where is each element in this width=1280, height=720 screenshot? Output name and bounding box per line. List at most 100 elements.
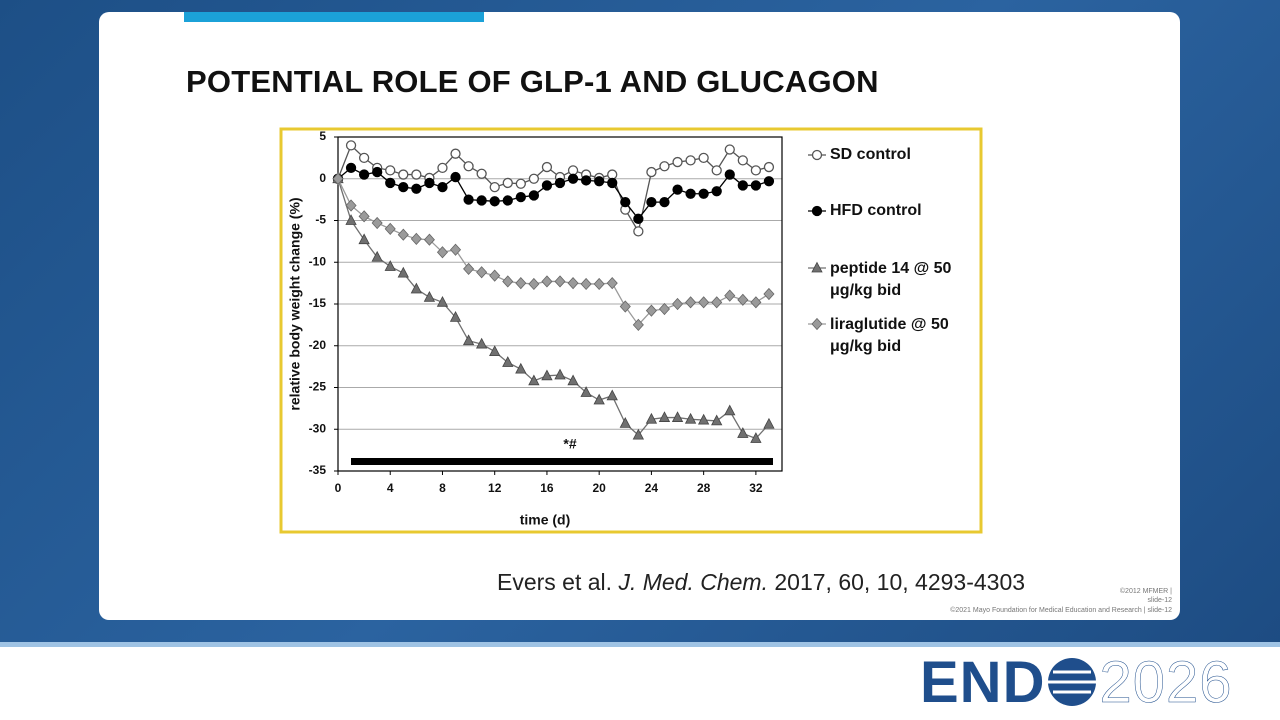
marker: [750, 432, 762, 443]
citation: Evers et al. J. Med. Chem. 2017, 60, 10,…: [497, 569, 1025, 596]
marker: [658, 302, 671, 316]
marker: [685, 188, 696, 199]
marker: [724, 169, 735, 180]
logo-globe: [1048, 658, 1097, 706]
marker: [619, 417, 631, 428]
marker: [567, 277, 579, 290]
marker: [671, 411, 684, 422]
x-tick-label: 32: [749, 481, 763, 495]
marker: [476, 168, 487, 179]
footer-copyright: ©2021 Mayo Foundation for Medical Educat…: [950, 607, 1172, 614]
series-line: [337, 144, 770, 234]
series-line: [337, 167, 770, 220]
legend-entry: SD control: [830, 146, 911, 163]
marker: [632, 428, 645, 440]
citation-journal: J. Med. Chem.: [618, 569, 768, 595]
y-tick-label: -15: [309, 296, 327, 310]
marker: [593, 277, 605, 291]
marker: [711, 186, 722, 197]
marker: [489, 181, 500, 193]
marker: [462, 334, 475, 346]
marker: [697, 413, 710, 425]
y-tick-label: 5: [319, 129, 326, 143]
marker: [502, 195, 513, 206]
y-tick-label: -30: [309, 421, 327, 435]
marker: [385, 165, 396, 176]
marker: [671, 297, 684, 311]
citation-authors: Evers et al.: [497, 569, 613, 595]
marker: [385, 177, 396, 189]
marker: [424, 177, 435, 189]
marker: [358, 169, 370, 180]
marker: [711, 165, 722, 176]
marker: [737, 180, 748, 191]
marker: [502, 356, 514, 367]
marker: [436, 246, 449, 259]
marker: [737, 293, 749, 306]
marker: [436, 295, 449, 307]
marker: [763, 417, 775, 429]
marker: [763, 161, 775, 173]
y-tick-label: -35: [309, 463, 327, 477]
marker: [450, 148, 461, 159]
marker: [698, 188, 709, 199]
marker: [372, 166, 383, 178]
x-tick-label: 16: [540, 481, 554, 495]
treatment-bar: [351, 458, 773, 465]
marker: [672, 184, 683, 195]
legend-entry: HFD control: [830, 202, 922, 219]
marker: [594, 176, 605, 187]
marker: [554, 177, 566, 189]
marker: [620, 196, 631, 208]
marker: [763, 176, 775, 187]
x-axis-label: time (d): [520, 512, 571, 528]
marker: [554, 368, 566, 380]
marker: [711, 296, 723, 309]
x-tick-label: 28: [697, 481, 711, 495]
marker: [528, 374, 540, 386]
legend-marker: [811, 317, 823, 331]
marker: [606, 277, 618, 290]
x-tick-label: 4: [387, 481, 394, 495]
footer-note: ©2012 MFMER | slide-12: [1119, 588, 1172, 604]
marker: [737, 155, 748, 166]
y-tick-label: -25: [309, 380, 327, 394]
marker: [502, 275, 514, 288]
marker: [567, 374, 579, 386]
marker: [541, 161, 553, 173]
logo-left: END: [920, 649, 1046, 715]
marker: [502, 177, 513, 189]
marker: [567, 173, 579, 184]
marker: [476, 195, 487, 206]
marker: [724, 144, 735, 155]
legend-marker: [811, 149, 823, 161]
marker: [332, 172, 344, 185]
x-tick-label: 20: [592, 481, 606, 495]
marker: [398, 169, 409, 180]
marker: [645, 412, 658, 424]
marker: [515, 277, 527, 290]
marker: [684, 412, 697, 424]
marker: [371, 250, 383, 262]
marker: [423, 290, 436, 302]
annotation: *#: [563, 436, 576, 452]
marker: [397, 266, 409, 278]
legend-entry: peptide 14 @ 50 μg/kg bid: [830, 260, 952, 299]
marker: [646, 196, 657, 208]
slide-title: POTENTIAL ROLE OF GLP-1 AND GLUCAGON: [186, 64, 879, 99]
marker: [410, 282, 423, 294]
marker: [750, 165, 762, 176]
marker: [750, 180, 762, 191]
marker: [476, 266, 488, 279]
citation-details: 2017, 60, 10, 4293-4303: [774, 569, 1026, 595]
marker: [358, 210, 370, 223]
marker: [358, 233, 370, 245]
marker: [645, 304, 657, 317]
marker: [411, 169, 422, 180]
marker: [580, 277, 592, 291]
marker: [515, 178, 526, 189]
marker: [528, 190, 540, 201]
marker: [698, 296, 710, 309]
marker: [593, 393, 605, 405]
y-tick-label: -20: [309, 338, 327, 352]
